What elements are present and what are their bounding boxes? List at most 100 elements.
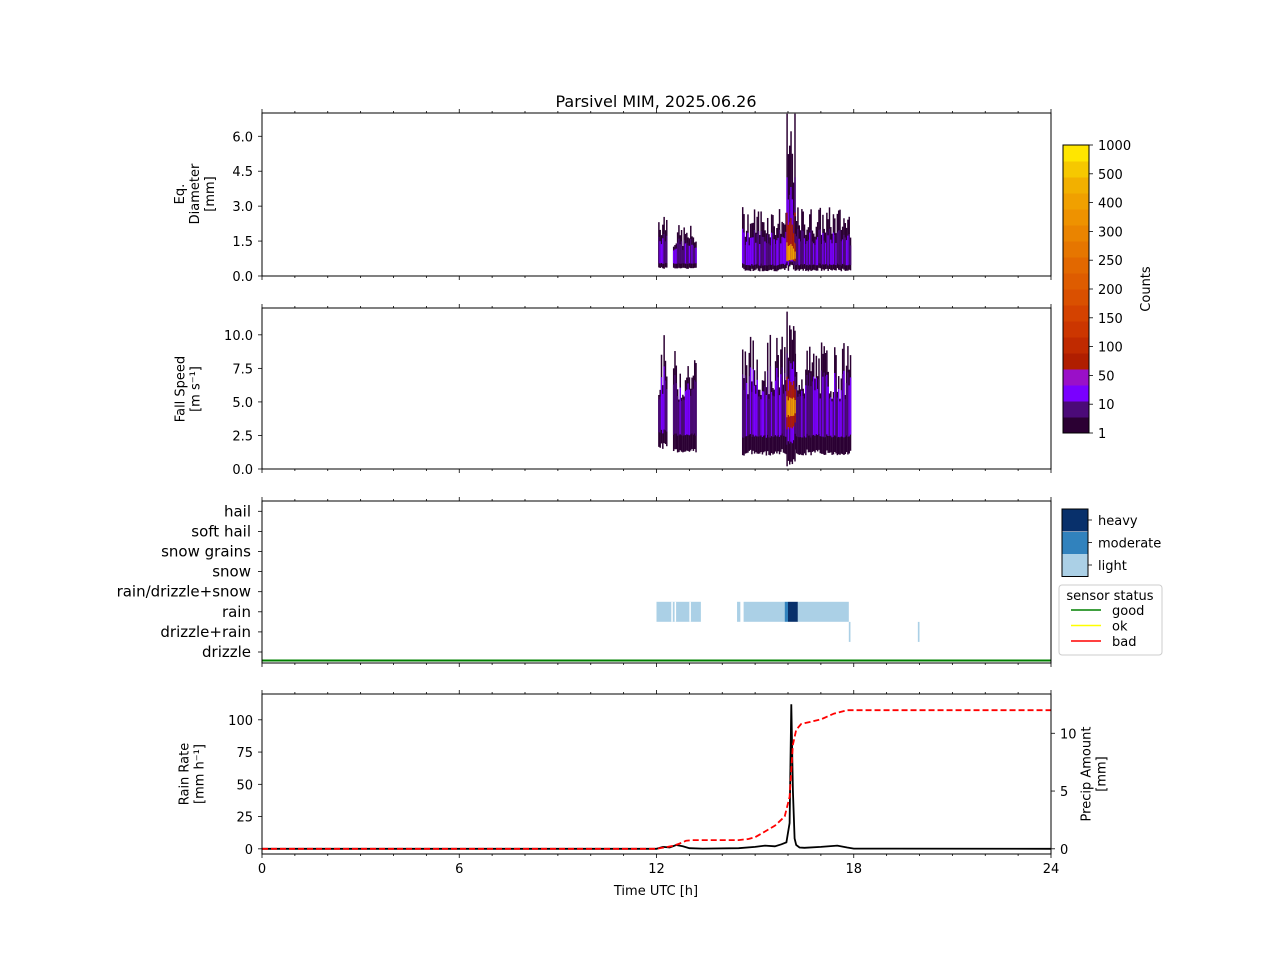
- heatmap-cell: [824, 376, 827, 438]
- colorbar-tick-label: 300: [1098, 225, 1123, 240]
- colorbar-block: [1063, 161, 1089, 178]
- colorbar-block: [1063, 337, 1089, 354]
- x-tick-label: 18: [845, 862, 862, 877]
- y-tick-label: 6.0: [232, 130, 253, 145]
- heatmap-cell: [806, 241, 808, 265]
- diameter-y-ticks: 0.0 1.5 3.0 4.5 6.0: [232, 130, 262, 285]
- axis-label-line: Eq.: [173, 184, 188, 205]
- heatmap-cell: [815, 377, 818, 435]
- heatmap-cell: [768, 398, 770, 438]
- colorbar-block: [1063, 369, 1089, 386]
- heatmap-cell: [839, 230, 841, 265]
- heatmap-cell: [781, 367, 783, 434]
- heatmap-cell: [752, 237, 754, 266]
- heatmap-cell: [815, 239, 818, 266]
- heatmap-cell: [823, 240, 825, 266]
- heatmap-cell: [803, 238, 806, 265]
- heatmap-cell: [826, 231, 828, 265]
- heatmap-cell: [843, 370, 845, 438]
- counts-colorbar-label: Counts: [1139, 266, 1154, 312]
- heatmap-cell: [843, 234, 845, 265]
- heatmap-cell: [848, 234, 850, 265]
- heatmap-cell: [766, 234, 769, 266]
- colorbar-tick-label: 500: [1098, 168, 1123, 183]
- heatmap-cell: [770, 391, 773, 437]
- heatmap-cell: [744, 375, 747, 437]
- status-label: ok: [1112, 620, 1128, 635]
- heatmap-cell: [688, 245, 691, 264]
- heatmap-cell: [664, 241, 667, 264]
- heatmap-cell: [803, 398, 806, 437]
- heatmap-cell: [776, 240, 778, 266]
- heatmap-cell: [660, 244, 663, 263]
- heatmap-cell: [805, 243, 807, 266]
- heatmap-cell: [792, 397, 795, 416]
- heatmap-cell: [834, 234, 836, 265]
- heatmap-cell: [662, 238, 664, 264]
- heatmap-cell: [664, 380, 667, 431]
- y-tick-label: 2.5: [232, 429, 253, 444]
- axis-label-line: [mm]: [203, 176, 218, 211]
- heatmap-cell: [832, 397, 835, 437]
- heatmap-cell: [780, 374, 782, 436]
- rain-rate-y-ticks: 0 25 50 75 100: [228, 714, 262, 858]
- heatmap-cell: [787, 224, 790, 262]
- precip-amount-y-ticks: 0 5 10: [1051, 727, 1077, 858]
- heatmap-cell: [756, 234, 758, 264]
- heatmap-cell: [791, 245, 794, 260]
- heatmap-cell: [814, 244, 816, 265]
- precip-type-panel: drizzle drizzle+rain rain rain/drizzle+snow…: [117, 497, 1052, 667]
- heatmap-cell: [763, 391, 765, 436]
- heatmap-cell: [840, 390, 843, 437]
- heatmap-cell: [823, 372, 825, 438]
- colorbar-tick-label: 1000: [1098, 139, 1131, 154]
- colorbar-block: [1063, 209, 1089, 226]
- heatmap-cell: [811, 241, 814, 266]
- heatmap-cell: [790, 243, 792, 261]
- heatmap-cell: [744, 245, 747, 266]
- x-tick-label: 0: [258, 862, 266, 877]
- colorbar-tick-label: 10: [1098, 398, 1115, 413]
- heatmap-cell: [807, 385, 810, 436]
- heatmap-cell: [695, 247, 697, 264]
- heatmap-cell: [802, 231, 804, 266]
- heatmap-cell: [777, 237, 779, 265]
- x-tick-label: 24: [1043, 862, 1060, 877]
- axis-label-line: [mm h⁻¹]: [193, 744, 208, 804]
- y-tick-label: 0.0: [232, 270, 253, 285]
- rain-rate-line: [262, 704, 1052, 850]
- y-tick-label: 0: [245, 843, 253, 858]
- fall-speed-heatmap: [658, 311, 852, 467]
- heatmap-cell: [759, 396, 761, 437]
- fall-speed-axes-frame: [261, 307, 1052, 470]
- heatmap-cell: [773, 239, 776, 266]
- counts-colorbar-blocks: [1063, 145, 1089, 434]
- rain-rate-y-label: Rain Rate [mm h⁻¹]: [178, 743, 208, 806]
- time-x-label: Time UTC [h]: [613, 884, 698, 899]
- heatmap-cell: [688, 389, 691, 436]
- heatmap-cell: [787, 245, 790, 261]
- y-tick-label: 3.0: [232, 200, 253, 215]
- heatmap-cell: [818, 230, 820, 264]
- intensity-swatch-moderate: [1062, 532, 1088, 555]
- heatmap-cell: [672, 384, 675, 435]
- heatmap-cell: [785, 231, 787, 264]
- heatmap-cell: [769, 366, 772, 438]
- heatmap-cell: [745, 382, 748, 437]
- fall-speed-panel: 0.0 2.5 5.0 7.5 10.0 Fall Speed [m s⁻¹]: [174, 304, 1052, 478]
- diameter-panel: 0.0 1.5 3.0 4.5 6.0 Eq. Diameter [mm]: [173, 109, 1052, 285]
- counts-colorbar-frame: [1062, 144, 1090, 434]
- heatmap-cell: [799, 241, 802, 265]
- precip-segment: [848, 621, 851, 642]
- heatmap-cell: [786, 242, 788, 261]
- heatmap-cell: [686, 389, 688, 435]
- heatmap-cell: [810, 386, 812, 438]
- heatmap-cell: [827, 235, 829, 266]
- intensity-label: light: [1098, 559, 1127, 574]
- heatmap-cell: [794, 251, 797, 259]
- rain-panel: 0 25 50 75 100 0 5 10 0 6 12 18 24 Rain Rate [mm h⁻…: [178, 690, 1110, 899]
- heatmap-cell: [822, 376, 824, 437]
- category-label: hail: [224, 502, 251, 520]
